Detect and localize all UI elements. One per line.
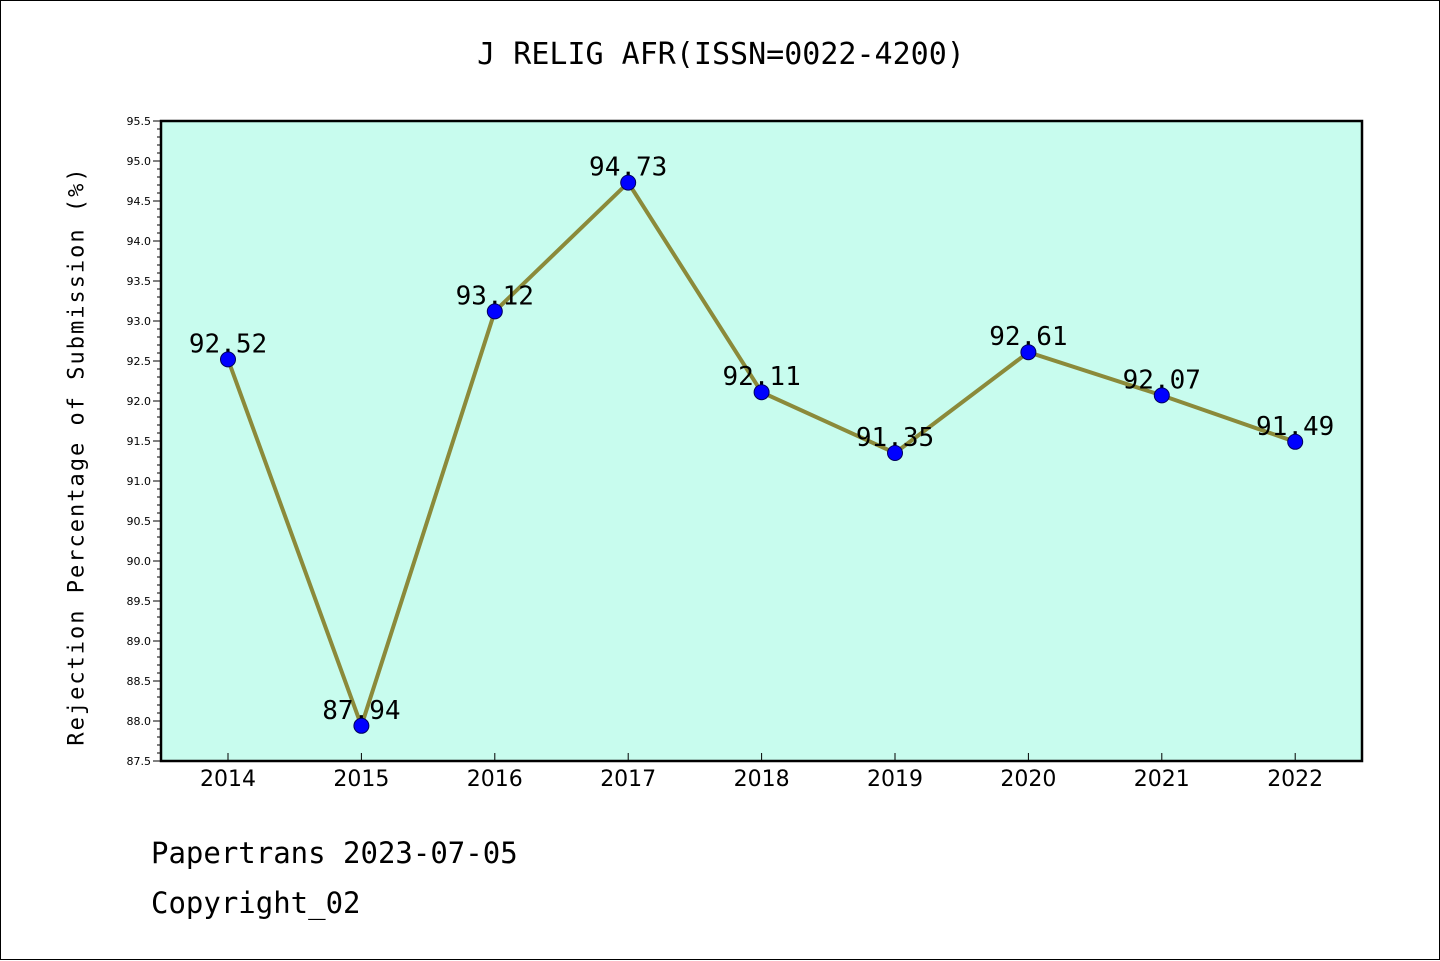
y-tick-label: 94.5	[127, 195, 152, 208]
data-point	[1020, 344, 1037, 361]
y-tick-label: 93.5	[127, 275, 152, 288]
data-point	[1287, 433, 1304, 450]
data-point	[353, 717, 370, 734]
data-point	[1153, 387, 1170, 404]
data-point	[486, 303, 503, 320]
x-tick-label: 2017	[600, 767, 656, 792]
plot-frame	[159, 119, 1364, 763]
data-point	[620, 174, 637, 191]
y-tick-label: 87.5	[127, 755, 152, 768]
x-tick-label: 2014	[200, 767, 256, 792]
y-tick-label: 95.0	[127, 155, 152, 168]
plot-area	[161, 121, 1362, 761]
y-tick-label: 89.0	[127, 635, 152, 648]
y-tick-label: 92.0	[127, 395, 152, 408]
data-point	[220, 351, 236, 368]
y-tick-label: 91.0	[127, 475, 152, 488]
x-tick-label: 2020	[1000, 767, 1056, 792]
y-tick-label: 93.0	[127, 315, 152, 328]
y-tick-label: 90.0	[127, 555, 152, 568]
y-tick-label: 91.5	[127, 435, 152, 448]
x-tick-label: 2021	[1134, 767, 1190, 792]
data-point	[887, 445, 903, 461]
y-tick-label: 94.0	[127, 235, 152, 248]
y-tick-label: 92.5	[127, 355, 152, 368]
chart-title: J RELIG AFR(ISSN=0022-4200)	[477, 37, 965, 72]
x-tick-label: 2018	[734, 767, 790, 792]
y-tick-label: 90.5	[127, 515, 152, 528]
y-tick-label: 95.5	[127, 115, 152, 128]
x-tick-label: 2022	[1267, 767, 1323, 792]
x-tick-label: 2016	[467, 767, 523, 792]
x-tick-label: 2019	[867, 767, 923, 792]
y-tick-label: 88.5	[127, 675, 152, 688]
data-point	[753, 384, 770, 401]
x-tick-label: 2015	[333, 767, 389, 792]
footer-copyright: Copyright_02	[151, 886, 361, 920]
footer-date: Papertrans 2023-07-05	[151, 836, 518, 870]
y-tick-label: 88.0	[127, 715, 152, 728]
y-tick-label: 89.5	[127, 595, 152, 608]
